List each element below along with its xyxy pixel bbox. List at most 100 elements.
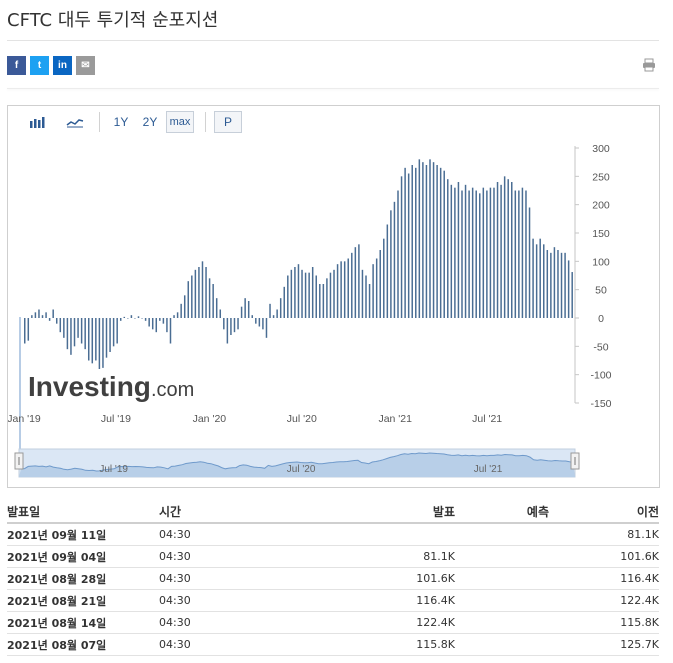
bar (41, 315, 44, 318)
bar (479, 193, 481, 318)
row-actual: 116.4K (416, 594, 455, 607)
bar (493, 187, 495, 318)
y-tick-label: 100 (592, 256, 610, 268)
bar (183, 295, 186, 318)
bar (564, 252, 566, 318)
bar (454, 187, 456, 318)
row-date: 2021년 09월 11일 (7, 528, 107, 542)
x-tick-label: Jan '19 (8, 413, 41, 425)
bar (155, 318, 158, 333)
row-date: 2021년 09월 04일 (7, 550, 107, 564)
bar (358, 244, 360, 318)
bar (262, 318, 264, 330)
twitter-icon[interactable]: t (30, 56, 49, 75)
bar (560, 252, 563, 318)
bar (322, 284, 325, 318)
bar (198, 267, 200, 318)
bar (432, 162, 435, 318)
bar (329, 272, 332, 318)
bar (180, 303, 182, 318)
row-date: 2021년 08월 21일 (7, 594, 107, 608)
bar (127, 318, 129, 319)
bar (27, 318, 30, 341)
bar-series (24, 159, 573, 369)
bar (191, 275, 193, 318)
bar (397, 190, 399, 318)
p-button[interactable]: P (214, 111, 242, 133)
mail-icon[interactable]: ✉ (76, 56, 95, 75)
bar (447, 179, 449, 318)
bar (468, 190, 470, 318)
row-previous: 81.1K (627, 528, 659, 541)
bar (411, 165, 413, 318)
bar (52, 309, 54, 318)
bar (496, 182, 499, 318)
bar (223, 318, 225, 330)
row-previous: 125.7K (620, 638, 659, 651)
bar (343, 261, 346, 318)
bar (166, 318, 168, 333)
bar (368, 284, 371, 318)
print-icon[interactable] (642, 58, 656, 72)
bar (422, 162, 424, 318)
row-time: 04:30 (159, 616, 191, 629)
bar (226, 318, 229, 344)
bar (319, 284, 321, 318)
header-forecast: 예측 (526, 504, 549, 519)
range-2y-button[interactable]: 2Y (142, 115, 158, 129)
facebook-icon[interactable]: f (7, 56, 26, 75)
bar (237, 318, 239, 330)
range-max-button[interactable]: max (166, 111, 194, 133)
bar (521, 187, 524, 318)
bar (251, 315, 253, 318)
bar (169, 318, 172, 344)
table-row: 2021년 08월 28일 04:30 101.6K 116.4K (7, 568, 659, 590)
bar (159, 318, 161, 321)
navigator-series-area (19, 453, 575, 477)
bar (230, 318, 232, 335)
bar (130, 315, 133, 318)
header-previous: 이전 (636, 504, 659, 519)
bar (109, 318, 111, 352)
bar (87, 318, 90, 361)
bar (439, 167, 442, 318)
x-tick-label: Jan '21 (378, 413, 412, 425)
bar (415, 167, 417, 318)
bar (48, 318, 51, 321)
page-title: CFTC 대두 투기적 순포지션 (7, 10, 219, 31)
range-1y-button[interactable]: 1Y (113, 115, 129, 129)
bar (137, 316, 140, 318)
bar (511, 182, 513, 318)
header-date: 발표일 (7, 504, 41, 519)
bar (475, 190, 477, 318)
bar (55, 318, 58, 324)
bar (272, 315, 275, 318)
bar (315, 275, 317, 318)
bar (38, 309, 40, 318)
row-time: 04:30 (159, 572, 191, 585)
bar (553, 247, 556, 318)
linkedin-icon[interactable]: in (53, 56, 72, 75)
navigator-label: Jul '19 (99, 464, 128, 475)
bar (336, 264, 339, 318)
bar (301, 269, 303, 318)
bar (539, 238, 541, 318)
bar (162, 318, 165, 324)
bar (375, 258, 378, 318)
line-chart-icon[interactable] (62, 112, 88, 132)
y-tick-label: -150 (590, 398, 611, 410)
row-previous: 115.8K (620, 616, 659, 629)
bar (247, 301, 250, 318)
bar (208, 278, 211, 318)
row-time: 04:30 (159, 550, 191, 563)
bar (77, 318, 79, 338)
row-previous: 101.6K (620, 550, 659, 563)
bar (134, 318, 136, 319)
bar (486, 190, 488, 318)
bar-chart-icon[interactable] (25, 112, 51, 132)
bar (194, 269, 197, 318)
chart-canvas: 300 250 200 150 100 50 0 -50 -100 -150 Jan '19 Jul… (8, 143, 612, 478)
navigator-label: Jul '21 (474, 464, 503, 475)
navigator-series-line (20, 452, 574, 472)
bar (340, 261, 342, 318)
